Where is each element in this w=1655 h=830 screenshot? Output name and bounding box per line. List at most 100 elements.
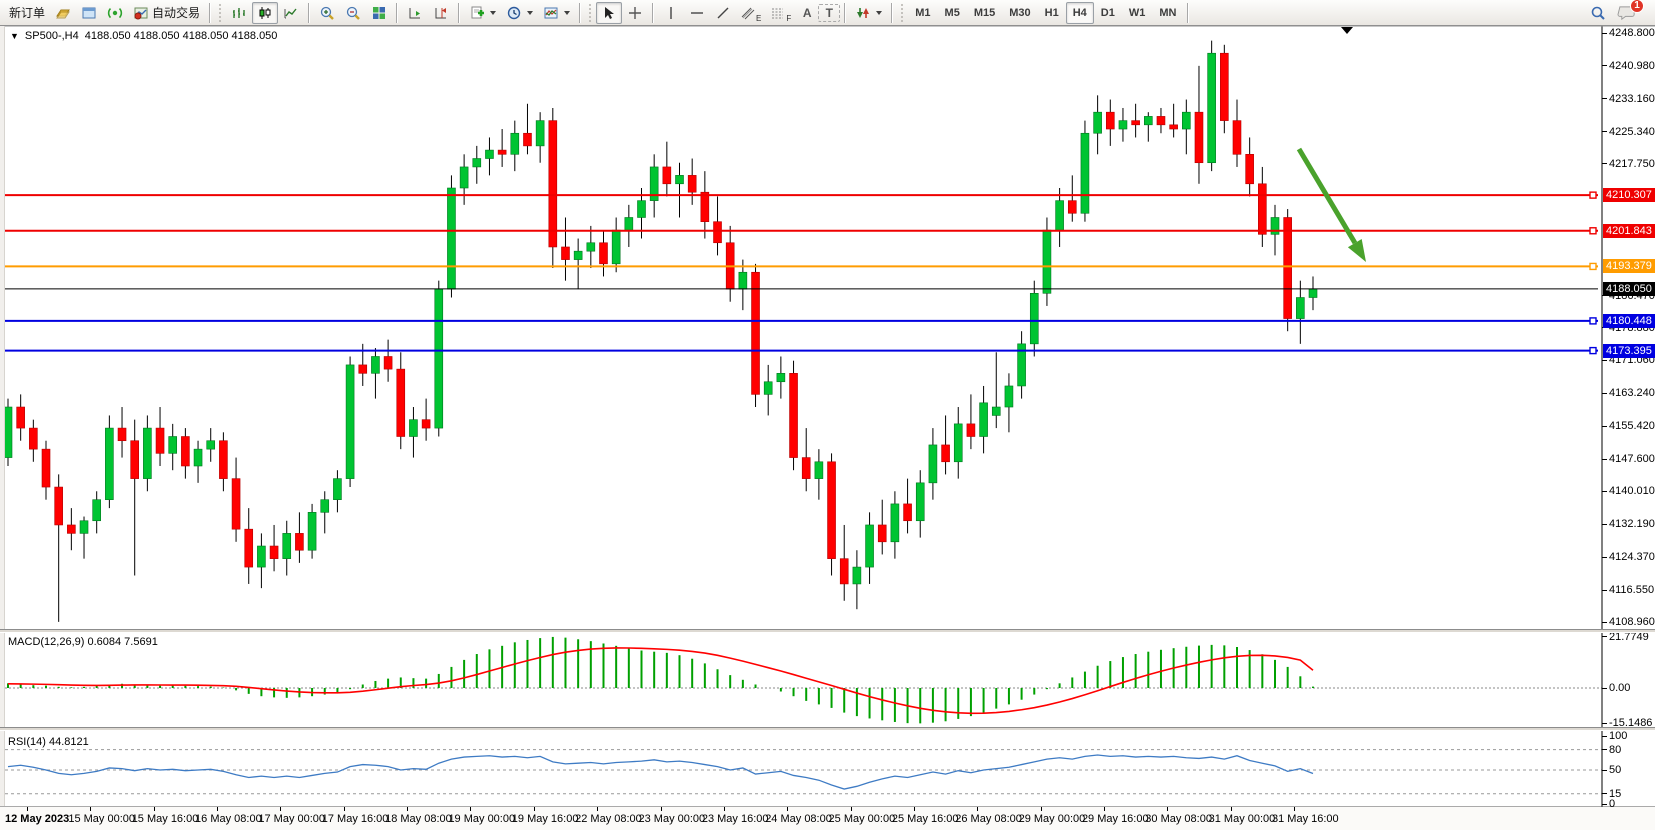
price-axis-tick <box>1602 425 1607 427</box>
price-axis-label: 4155.420 <box>1609 420 1655 433</box>
line-chart-button[interactable] <box>278 2 304 24</box>
horizontal-line-tool-button[interactable] <box>684 2 710 24</box>
time-axis-tick <box>470 807 472 811</box>
macd-axis-tick <box>1602 687 1607 689</box>
time-axis[interactable] <box>0 807 1655 830</box>
time-axis-label: 25 May 16:00 <box>891 813 959 825</box>
channel-letter: E <box>756 13 762 23</box>
rsi-axis-tick <box>1602 749 1607 751</box>
timeframe-group: M1 M5 M15 M30 H1 H4 D1 W1 MN <box>908 1 1183 24</box>
notifications-icon[interactable]: 1 <box>1617 0 1644 22</box>
vertical-line-tool-button[interactable] <box>658 2 684 24</box>
timeframe-button-W1[interactable]: W1 <box>1128 6 1146 19</box>
time-axis-label: 30 May 08:00 <box>1145 813 1212 825</box>
arrows-tool-button[interactable] <box>850 2 887 24</box>
zoom-in-icon <box>319 5 335 21</box>
time-axis-tick <box>1167 807 1169 811</box>
template-icon <box>543 5 559 21</box>
zoom-in-button[interactable] <box>314 2 340 24</box>
cursor-icon <box>601 5 617 21</box>
time-axis-label: 29 May 00:00 <box>1018 813 1086 825</box>
cursor-tool-button[interactable] <box>596 1 623 24</box>
dropdown-arrow-icon[interactable] <box>490 10 497 15</box>
horizontal-line-icon <box>689 5 705 21</box>
clock-icon <box>506 5 522 21</box>
auto-trading-button[interactable]: 自动交易 <box>128 2 205 24</box>
time-axis-label: 19 May 00:00 <box>448 813 516 825</box>
auto-trading-label: 自动交易 <box>152 6 201 20</box>
toolbar-drag-handle[interactable] <box>218 2 224 23</box>
templates-button[interactable] <box>538 2 575 24</box>
indicators-button[interactable] <box>464 2 501 24</box>
search-icon[interactable] <box>1589 4 1607 22</box>
window-icon <box>81 5 97 21</box>
price-axis-tick <box>1602 621 1607 623</box>
new-order-button[interactable]: 新订单 <box>4 2 50 24</box>
market-watch-button[interactable] <box>50 2 76 24</box>
macd-axis-tick <box>1602 722 1607 724</box>
navigator-button[interactable] <box>76 2 102 24</box>
time-axis-label: 31 May 16:00 <box>1272 813 1339 825</box>
dropdown-arrow-icon[interactable] <box>527 10 534 15</box>
price-axis-label: 4217.750 <box>1609 157 1655 170</box>
signals-button[interactable] <box>102 2 128 24</box>
rsi-axis-tick <box>1602 803 1607 805</box>
time-axis-tick <box>533 807 535 811</box>
chart-shift-button[interactable] <box>428 2 454 24</box>
chart-collapse-icon[interactable]: ▼ <box>10 31 19 41</box>
time-axis-label: 22 May 08:00 <box>575 813 642 825</box>
tile-windows-button[interactable] <box>366 2 392 24</box>
price-axis-tick <box>1602 490 1607 492</box>
fibonacci-tool-button[interactable]: F <box>766 2 796 24</box>
trendline-tool-button[interactable] <box>710 2 736 24</box>
equidistant-channel-tool-button[interactable]: E <box>736 2 766 24</box>
auto-scroll-button[interactable] <box>402 2 428 24</box>
auto-trading-icon <box>133 5 149 21</box>
toolbar-separator <box>891 2 894 23</box>
price-axis-tick <box>1602 556 1607 558</box>
dropdown-arrow-icon[interactable] <box>876 10 883 15</box>
text-label-tool-button[interactable]: T <box>818 3 841 22</box>
toolbar-separator <box>1187 2 1190 23</box>
price-axis-tick <box>1602 359 1607 361</box>
toolbar-right-tools: 1 <box>1589 0 1651 22</box>
time-axis-tick <box>1230 807 1232 811</box>
timeframe-button-M30[interactable]: M30 <box>1009 6 1031 19</box>
toolbar-drag-handle[interactable] <box>900 2 906 23</box>
chart-left-margin <box>0 26 5 806</box>
zoom-out-button[interactable] <box>340 2 366 24</box>
timeframe-button-M15[interactable]: M15 <box>973 6 996 19</box>
time-axis-tick <box>913 807 915 811</box>
text-tool-button[interactable]: A <box>796 2 818 24</box>
timeframe-button-H4[interactable]: H4 <box>1065 1 1094 24</box>
bar-chart-button[interactable] <box>226 2 252 24</box>
macd-panel-splitter[interactable] <box>0 629 1655 633</box>
fibonacci-icon <box>771 5 785 21</box>
time-axis-tick <box>1103 807 1105 811</box>
time-axis-label: 19 May 16:00 <box>511 813 579 825</box>
dropdown-arrow-icon[interactable] <box>564 10 571 15</box>
tile-windows-icon <box>371 5 387 21</box>
candlestick-chart-button[interactable] <box>252 1 279 24</box>
time-axis-label: 23 May 00:00 <box>638 813 706 825</box>
toolbar-drag-handle[interactable] <box>588 2 594 23</box>
rsi-panel-splitter[interactable] <box>0 727 1655 731</box>
macd-indicator-label: MACD(12,26,9) 0.6084 7.5691 <box>8 636 158 648</box>
macd-axis-tick <box>1602 636 1607 638</box>
timeframe-button-M1[interactable]: M1 <box>915 6 931 19</box>
time-axis-label: 16 May 08:00 <box>195 813 262 825</box>
time-axis-label: 26 May 08:00 <box>955 813 1022 825</box>
price-axis-label: 4116.550 <box>1609 584 1655 597</box>
crosshair-tool-button[interactable] <box>622 2 648 24</box>
main-toolbar: 新订单 自动交易 <box>0 0 1655 26</box>
timeframe-button-M5[interactable]: M5 <box>944 6 960 19</box>
timeframe-button-D1[interactable]: D1 <box>1100 6 1115 19</box>
timeframe-button-MN[interactable]: MN <box>1159 6 1177 19</box>
chart-title: ▼ SP500-,H4 4188.050 4188.050 4188.050 4… <box>10 30 277 42</box>
timeframe-button-H1[interactable]: H1 <box>1044 6 1059 19</box>
periods-button[interactable] <box>501 2 538 24</box>
rsi-axis-label: 100 <box>1609 730 1628 742</box>
macd-axis-label: -15.1486 <box>1609 717 1653 730</box>
